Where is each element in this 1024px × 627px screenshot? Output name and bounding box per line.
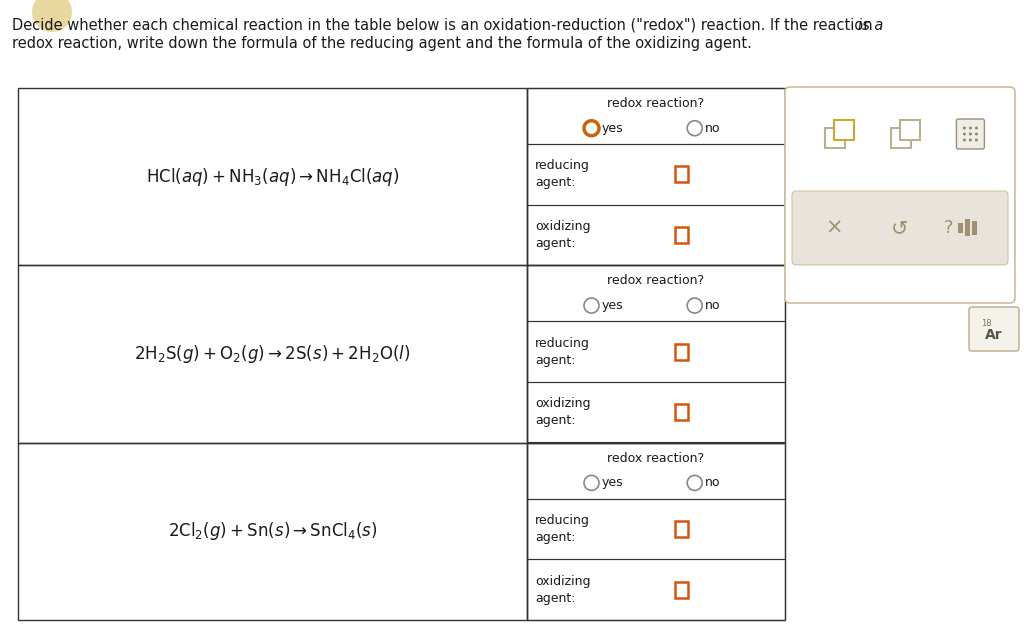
Bar [527, 498, 785, 559]
FancyBboxPatch shape [785, 87, 1015, 303]
Bar [835, 120, 854, 140]
Bar [675, 344, 688, 359]
Circle shape [687, 475, 702, 490]
Text: yes: yes [602, 122, 624, 135]
Bar [527, 204, 785, 265]
Circle shape [969, 127, 972, 130]
Text: redox reaction?: redox reaction? [607, 275, 705, 287]
Bar [18, 265, 527, 443]
Bar [675, 404, 688, 420]
Circle shape [687, 298, 702, 313]
Text: $2\mathrm{H_2}\mathrm{S}(g) + \mathrm{O_2}(g) \rightarrow 2\mathrm{S}(s) + 2\mat: $2\mathrm{H_2}\mathrm{S}(g) + \mathrm{O_… [134, 343, 411, 365]
Bar [527, 144, 785, 204]
Text: yes: yes [602, 477, 624, 490]
Text: $2\mathrm{Cl_2}(g) + \mathrm{Sn}(s) \rightarrow \mathrm{SnCl_4}(s)$: $2\mathrm{Cl_2}(g) + \mathrm{Sn}(s) \rig… [168, 520, 377, 542]
Text: oxidizing
agent:: oxidizing agent: [535, 220, 591, 250]
Text: no: no [706, 477, 721, 490]
Bar [675, 521, 688, 537]
Text: redox reaction?: redox reaction? [607, 97, 705, 110]
Bar [527, 265, 785, 321]
Text: reducing
agent:: reducing agent: [535, 514, 590, 544]
Bar [966, 219, 971, 236]
Circle shape [963, 132, 966, 135]
Bar [527, 265, 785, 443]
Text: ?: ? [944, 219, 953, 237]
Text: oxidizing
agent:: oxidizing agent: [535, 398, 591, 427]
Bar [527, 88, 785, 144]
Text: redox reaction?: redox reaction? [607, 452, 705, 465]
Bar [958, 223, 964, 233]
Bar [675, 582, 688, 598]
Text: Ar: Ar [985, 328, 1002, 342]
Text: Decide whether each chemical reaction in the table below is an oxidation-reducti: Decide whether each chemical reaction in… [12, 18, 878, 33]
Circle shape [963, 127, 966, 130]
Bar [18, 88, 527, 265]
Bar [527, 88, 785, 265]
Text: no: no [706, 122, 721, 135]
Text: no: no [706, 299, 721, 312]
Text: $\mathrm{H}\mathrm{Cl}(aq) + \mathrm{N}\mathrm{H_3}(aq) \rightarrow \mathrm{N}\m: $\mathrm{H}\mathrm{Cl}(aq) + \mathrm{N}\… [145, 166, 399, 187]
Circle shape [975, 127, 978, 130]
Bar [527, 321, 785, 382]
Bar [825, 128, 846, 148]
Bar [18, 443, 527, 620]
Text: yes: yes [602, 299, 624, 312]
Bar [675, 227, 688, 243]
Text: oxidizing
agent:: oxidizing agent: [535, 574, 591, 604]
Bar [527, 443, 785, 498]
Circle shape [32, 0, 72, 32]
Circle shape [975, 132, 978, 135]
Circle shape [969, 139, 972, 142]
Bar [900, 120, 921, 140]
Bar [892, 128, 911, 148]
Text: 18: 18 [981, 320, 991, 329]
Bar [527, 443, 785, 620]
Bar [527, 559, 785, 620]
Circle shape [584, 475, 599, 490]
Circle shape [975, 139, 978, 142]
Circle shape [963, 139, 966, 142]
Circle shape [584, 298, 599, 313]
Text: ×: × [825, 218, 843, 238]
Bar [973, 221, 977, 235]
FancyBboxPatch shape [792, 191, 1008, 265]
Circle shape [969, 132, 972, 135]
Text: redox reaction, write down the formula of the reducing agent and the formula of : redox reaction, write down the formula o… [12, 36, 752, 51]
Bar [675, 166, 688, 182]
Circle shape [584, 121, 599, 135]
FancyBboxPatch shape [969, 307, 1019, 351]
Bar [527, 382, 785, 443]
FancyBboxPatch shape [956, 119, 984, 149]
Text: reducing
agent:: reducing agent: [535, 159, 590, 189]
Text: reducing
agent:: reducing agent: [535, 337, 590, 367]
Text: is a: is a [858, 18, 884, 33]
Circle shape [687, 121, 702, 135]
Text: ↺: ↺ [891, 218, 908, 238]
